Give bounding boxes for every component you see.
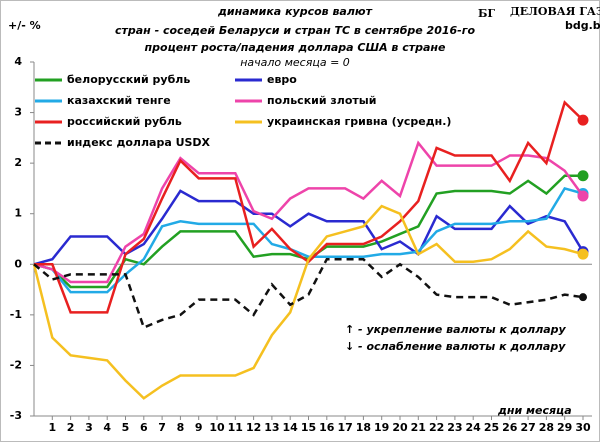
x-tick-label: 23 — [447, 421, 462, 434]
y-tick-label: 2 — [14, 156, 22, 169]
legend-label: индекс доллара USDX — [67, 136, 211, 149]
chart-subtitle: стран - соседей Беларуси и стран ТС в се… — [115, 24, 476, 37]
x-axis-label: дни месяца — [497, 404, 572, 417]
x-tick-label: 14 — [283, 421, 299, 434]
x-tick-label: 12 — [246, 421, 261, 434]
annotation: ↓ - ослабление валюты к доллару — [345, 340, 566, 353]
x-tick-label: 9 — [195, 421, 203, 434]
annotation: ↑ - укрепление валюты к доллару — [345, 323, 567, 336]
end-marker — [577, 190, 589, 202]
x-tick-label: 29 — [557, 421, 572, 434]
logo-site: bdg.by — [565, 19, 600, 32]
logo-name: ДЕЛОВАЯ ГАЗЕТА — [510, 5, 600, 18]
x-tick-label: 1 — [48, 421, 56, 434]
series-line — [33, 257, 584, 330]
end-marker — [577, 248, 589, 260]
x-tick-label: 2 — [67, 421, 75, 434]
x-tick-label: 28 — [539, 421, 554, 434]
x-tick-label: 22 — [429, 421, 444, 434]
x-tick-label: 19 — [374, 421, 389, 434]
series-line — [33, 140, 585, 284]
end-marker — [579, 293, 587, 302]
x-tick-label: 5 — [122, 421, 130, 434]
x-tick-label: 11 — [228, 421, 243, 434]
x-tick-label: 13 — [264, 421, 279, 434]
series-line — [32, 204, 584, 400]
x-tick-label: 7 — [158, 421, 166, 434]
legend-label: польский злотый — [267, 94, 376, 107]
y-tick-label: 4 — [14, 55, 22, 68]
logo-mark: БГ — [478, 7, 495, 20]
end-marker — [577, 170, 589, 182]
x-tick-label: 30 — [575, 421, 591, 434]
chart-title: динамика курсов валют — [217, 5, 373, 18]
x-tick-label: 20 — [392, 421, 408, 434]
legend-label: евро — [267, 73, 297, 86]
y-axis-label: +/- % — [8, 19, 41, 32]
legend-label: российский рубль — [67, 115, 182, 128]
x-tick-label: 15 — [301, 421, 316, 434]
x-tick-label: 21 — [411, 421, 426, 434]
x-tick-label: 10 — [209, 421, 225, 434]
y-tick-label: -3 — [10, 409, 22, 422]
x-tick-label: 16 — [319, 421, 335, 434]
chart-note: начало месяца = 0 — [240, 56, 350, 69]
y-tick-label: -2 — [10, 358, 22, 371]
x-tick-label: 18 — [356, 421, 371, 434]
legend-label: белорусский рубль — [67, 73, 190, 86]
y-tick-label: -1 — [10, 308, 22, 321]
x-tick-label: 8 — [177, 421, 185, 434]
x-tick-label: 24 — [466, 421, 482, 434]
y-tick-label: 1 — [14, 207, 22, 220]
x-tick-label: 6 — [140, 421, 148, 434]
legend-label: украинская гривна (усредн.) — [267, 115, 451, 128]
x-tick-label: 27 — [520, 421, 535, 434]
end-marker — [577, 114, 589, 126]
y-tick-label: 3 — [14, 106, 22, 119]
x-tick-label: 25 — [484, 421, 499, 434]
y-tick-label: 0 — [14, 257, 22, 270]
chart-note: процент роста/падения доллара США в стра… — [145, 41, 446, 54]
x-tick-label: 17 — [337, 421, 352, 434]
x-tick-label: 26 — [502, 421, 518, 434]
legend-label: казахский тенге — [67, 94, 171, 107]
x-tick-label: 4 — [103, 421, 111, 434]
x-tick-label: 3 — [85, 421, 93, 434]
